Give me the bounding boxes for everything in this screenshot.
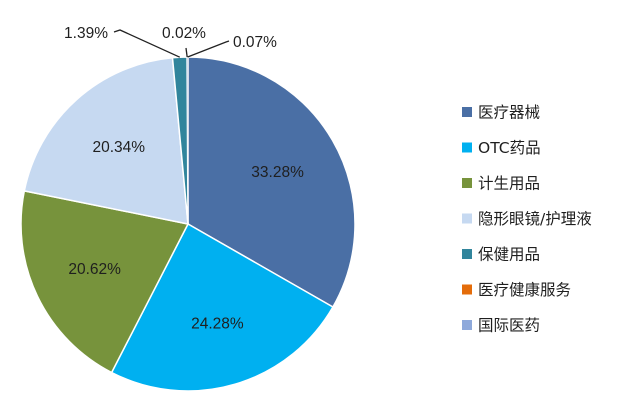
legend-swatch-series-0 [462, 107, 472, 117]
data-label-series-5: 0.02% [162, 25, 206, 42]
pie-slice-series-2 [20, 189, 190, 374]
pie-slice-series-3 [23, 56, 189, 225]
data-label-series-4: 1.39% [64, 25, 108, 42]
legend-label-series-3: 隐形眼镜/护理液 [478, 209, 592, 228]
leader-line-series-4 [113, 29, 181, 58]
data-label-series-1: 24.28% [191, 315, 244, 332]
data-label-series-0: 33.28% [251, 164, 304, 181]
legend-label-series-2: 计生用品 [478, 175, 540, 193]
data-label-series-6: 0.07% [233, 34, 277, 51]
legend-swatch-series-6 [462, 320, 472, 330]
legend-swatch-series-3 [462, 213, 472, 224]
leader-lines [113, 29, 230, 58]
data-label-series-2: 20.62% [68, 261, 121, 278]
legend-label-series-6: 国际医药 [478, 317, 540, 335]
legend-label-series-0: 医疗器械 [478, 104, 540, 122]
legend-swatch-series-5 [462, 284, 472, 295]
data-label-series-3: 20.34% [93, 139, 146, 156]
pie-slice-series-0 [187, 56, 356, 309]
legend-label-series-4: 保健用品 [478, 246, 540, 264]
legend-label-series-1: OTC药品 [478, 139, 541, 157]
legend-swatch-series-2 [462, 178, 472, 188]
legend-label-series-5: 医疗健康服务 [478, 281, 571, 299]
legend-swatch-series-4 [462, 249, 472, 259]
legend-swatch-series-1 [462, 142, 472, 153]
leader-line-series-5 [185, 47, 188, 58]
data-labels: 33.28% 24.28% 20.62% 20.34% 1.39% 0.02% 0.07% [64, 25, 304, 332]
pie-slices [20, 56, 356, 392]
leader-line-series-6 [187, 40, 230, 58]
